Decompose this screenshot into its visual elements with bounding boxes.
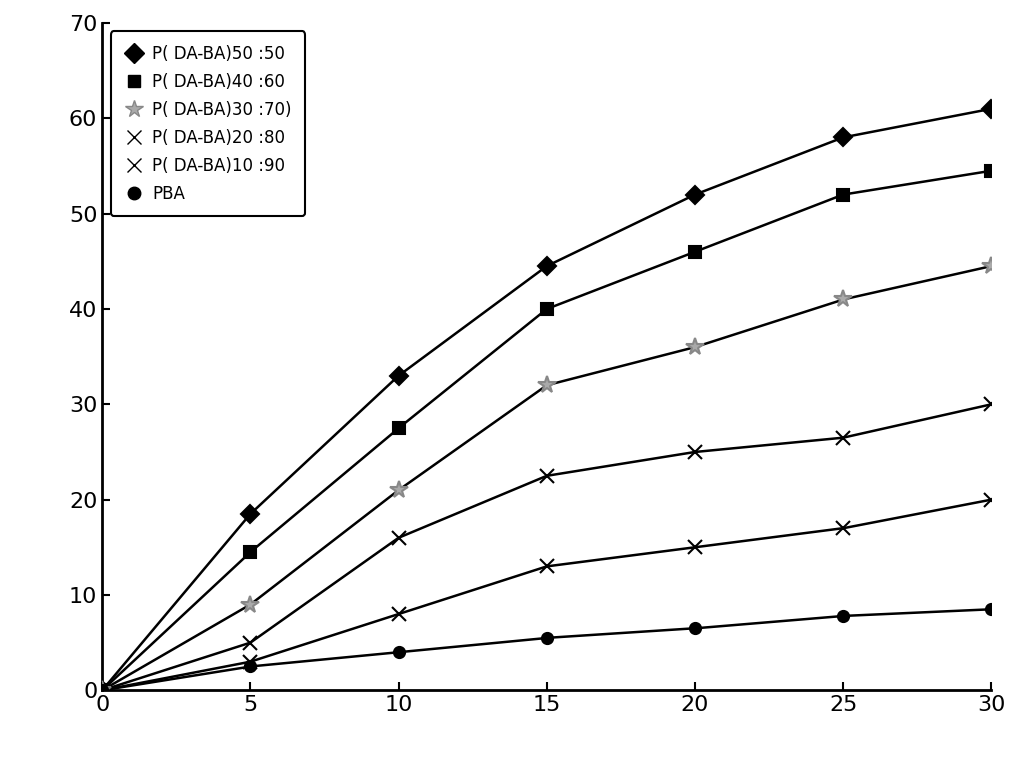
Legend: P( DA-BA)50 :50, P( DA-BA)40 :60, P( DA-BA)30 :70), P( DA-BA)20 :80, P( DA-BA)10: P( DA-BA)50 :50, P( DA-BA)40 :60, P( DA-… bbox=[110, 31, 305, 216]
